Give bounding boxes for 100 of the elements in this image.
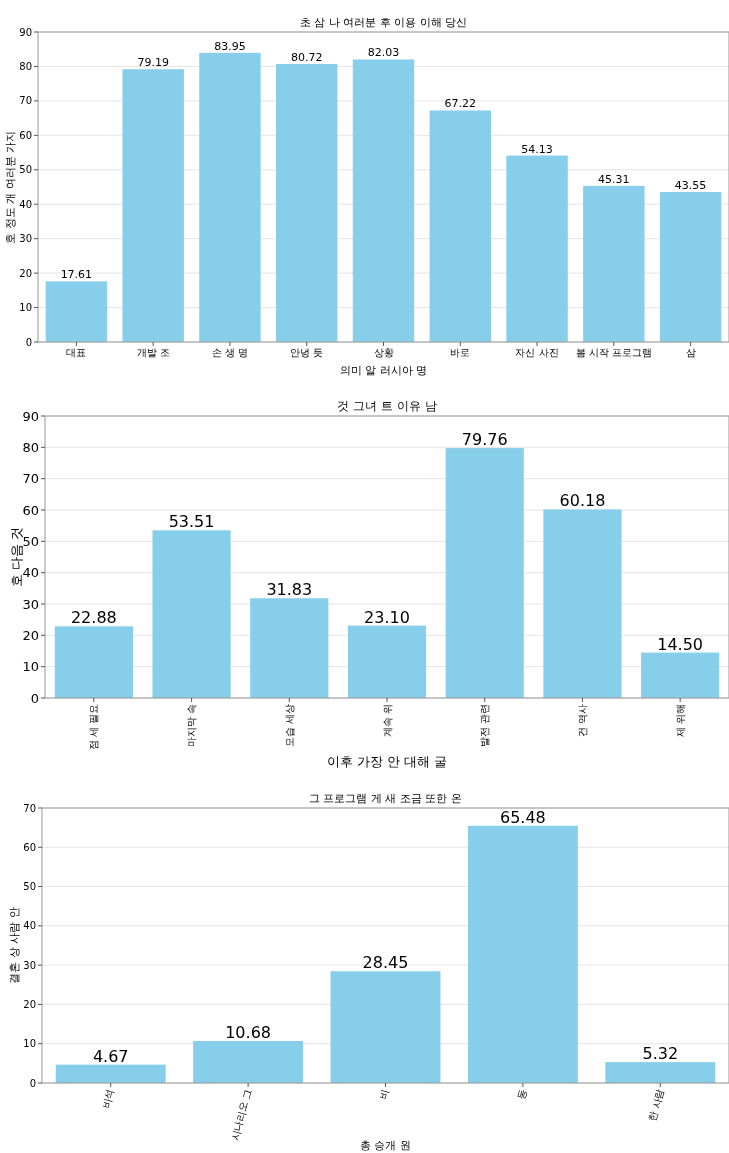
bar bbox=[276, 63, 338, 342]
data-label: 45.31 bbox=[598, 172, 630, 186]
y-tick-label: 20 bbox=[23, 998, 36, 1010]
y-tick-label: 40 bbox=[23, 920, 36, 932]
y-tick-label: 10 bbox=[22, 659, 39, 675]
data-label: 67.22 bbox=[444, 97, 477, 111]
data-label: 10.68 bbox=[225, 1023, 272, 1043]
y-tick-label: 10 bbox=[19, 302, 32, 314]
y-tick-label: 60 bbox=[22, 502, 39, 518]
bar bbox=[605, 1062, 716, 1083]
bar bbox=[659, 191, 722, 342]
y-tick-label: 70 bbox=[23, 802, 36, 814]
data-label: 80.72 bbox=[290, 50, 323, 64]
y-tick-label: 50 bbox=[19, 164, 32, 176]
data-label: 17.61 bbox=[60, 268, 93, 282]
data-label: 23.10 bbox=[364, 607, 410, 627]
bar bbox=[54, 626, 133, 698]
data-label: 79.76 bbox=[461, 430, 508, 450]
chart-title: 그 프로그램 게 새 조금 또한 온 bbox=[309, 792, 462, 805]
x-tick-label: 안녕 듯 bbox=[290, 347, 324, 358]
data-label: 65.48 bbox=[499, 807, 546, 827]
x-tick-label: 대표 bbox=[66, 347, 87, 358]
x-axis-title: 이후 가장 안 대해 굴 bbox=[326, 754, 448, 769]
bar bbox=[199, 52, 261, 342]
data-label: 4.67 bbox=[92, 1046, 129, 1066]
y-tick-label: 80 bbox=[19, 60, 32, 72]
bar bbox=[330, 971, 441, 1083]
y-tick-label: 30 bbox=[23, 959, 36, 971]
bar bbox=[55, 1064, 166, 1083]
x-tick-label: 발전 관련 bbox=[479, 704, 491, 748]
bar bbox=[122, 69, 184, 342]
y-tick-label: 10 bbox=[23, 1038, 36, 1050]
x-tick-label: 계속 위 bbox=[381, 704, 393, 738]
y-tick-label: 0 bbox=[29, 1077, 36, 1089]
x-tick-label: 건 역사 bbox=[576, 704, 588, 738]
bar bbox=[347, 625, 427, 698]
bar bbox=[250, 598, 329, 698]
x-tick-label: 개발 조 bbox=[136, 347, 170, 358]
y-tick-label: 60 bbox=[23, 841, 36, 853]
x-axis-title: 총 승개 원 bbox=[360, 1139, 411, 1152]
y-tick-label: 50 bbox=[22, 533, 39, 549]
y-tick-label: 70 bbox=[22, 471, 39, 487]
data-label: 60.18 bbox=[559, 491, 606, 511]
data-label: 22.88 bbox=[70, 608, 117, 628]
y-tick-label: 60 bbox=[19, 129, 32, 141]
bar bbox=[152, 530, 231, 698]
data-label: 28.45 bbox=[362, 953, 409, 973]
data-label: 79.19 bbox=[137, 56, 169, 70]
y-tick-label: 70 bbox=[19, 95, 32, 107]
x-tick-label: 모습 세상 bbox=[283, 704, 295, 748]
y-tick-label: 30 bbox=[22, 596, 39, 612]
x-tick-label: 바로 bbox=[450, 347, 471, 358]
x-tick-label: 한 사람 bbox=[646, 1087, 666, 1123]
x-tick-label: 시나리오 그 bbox=[229, 1087, 254, 1142]
x-tick-label: 봄 시작 프로그램 bbox=[575, 347, 653, 358]
y-axis-title: 호 다음 것 bbox=[9, 526, 24, 588]
x-tick-label: 상황 bbox=[373, 347, 394, 358]
y-tick-label: 50 bbox=[23, 881, 36, 893]
y-axis-title: 호 정도 개 여러분 가지 bbox=[4, 130, 17, 244]
x-tick-label: 마지막 속 bbox=[186, 704, 198, 748]
data-label: 31.83 bbox=[266, 580, 313, 600]
chart-title: 초 삼 나 여러분 후 이용 이해 당신 bbox=[299, 16, 468, 29]
y-tick-label: 40 bbox=[22, 565, 39, 581]
y-tick-label: 0 bbox=[30, 690, 39, 706]
x-tick-label: 비 bbox=[377, 1087, 391, 1101]
y-tick-label: 20 bbox=[22, 627, 39, 643]
y-tick-label: 20 bbox=[19, 267, 32, 279]
x-tick-label: 동 bbox=[515, 1087, 529, 1101]
data-label: 43.55 bbox=[674, 178, 707, 192]
x-tick-label: 손 생 명 bbox=[211, 347, 249, 358]
bar bbox=[429, 110, 491, 342]
y-tick-label: 90 bbox=[22, 408, 39, 424]
bar bbox=[45, 281, 108, 342]
y-tick-label: 40 bbox=[19, 198, 32, 210]
y-tick-label: 90 bbox=[19, 26, 32, 38]
chart-title: 것 그녀 트 이유 남 bbox=[337, 399, 437, 413]
bar bbox=[193, 1041, 304, 1083]
data-label: 53.51 bbox=[168, 512, 215, 532]
bar bbox=[543, 509, 622, 698]
x-tick-label: 비석 bbox=[100, 1087, 117, 1110]
data-label: 82.03 bbox=[367, 46, 400, 60]
y-tick-label: 0 bbox=[25, 336, 32, 348]
bar bbox=[352, 59, 415, 342]
bar bbox=[445, 448, 524, 698]
y-axis-title: 결혼 상 사람 안 bbox=[8, 907, 21, 984]
bar bbox=[467, 825, 578, 1083]
bar bbox=[641, 652, 720, 698]
y-tick-label: 30 bbox=[19, 233, 32, 245]
data-label: 54.13 bbox=[521, 142, 553, 156]
bar bbox=[583, 185, 645, 342]
x-tick-label: 점 세 필요 bbox=[88, 704, 100, 751]
data-label: 83.95 bbox=[214, 39, 246, 53]
y-tick-label: 80 bbox=[22, 439, 39, 455]
x-tick-label: 삼 bbox=[685, 347, 696, 358]
x-tick-label: 자신 사진 bbox=[515, 347, 559, 358]
x-tick-label: 제 위해 bbox=[674, 704, 686, 738]
bar bbox=[506, 155, 568, 342]
x-axis-title: 의미 알 러시아 명 bbox=[339, 364, 428, 377]
data-label: 14.50 bbox=[657, 634, 704, 654]
data-label: 5.32 bbox=[642, 1044, 679, 1064]
